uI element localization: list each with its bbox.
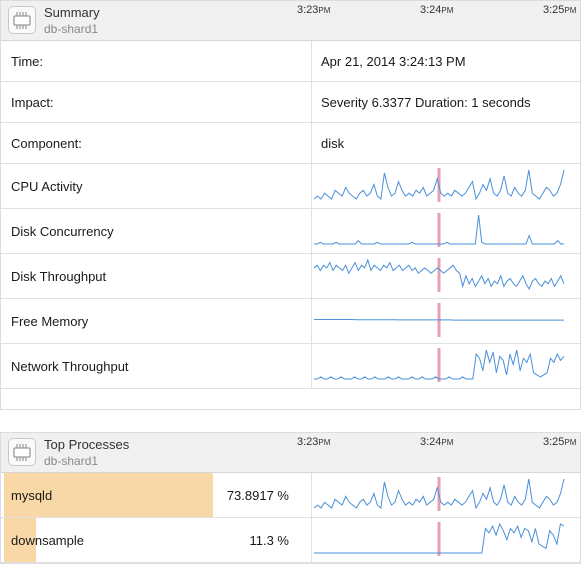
downsample-sparkline [314,522,565,556]
chip-icon [8,438,36,466]
process-percent: 73.8917 % [226,487,289,503]
series-line [313,169,565,201]
process-share-bar [4,473,213,517]
series-line [314,319,564,321]
summary-host: db-shard1 [44,22,99,36]
event-marker [437,258,441,292]
time-row: Time: Apr 21, 2014 3:24:13 PM [1,41,580,82]
time-tick: 3:25PM [543,4,577,16]
component-value: disk [321,135,345,151]
impact-value: Severity 6.3377 Duration: 1 seconds [321,94,531,110]
disk-throughput-sparkline [313,258,565,292]
processes-panel: Top Processes db-shard1 3:23PM 3:24PM 3:… [0,432,581,564]
time-tick: 3:24PM [420,4,454,16]
series-line [313,258,565,291]
metric-row-network: Network Throughput [1,344,580,389]
metric-row-cpu: CPU Activity [1,164,580,209]
series-line [314,214,564,245]
metric-label: CPU Activity [11,178,83,194]
component-row: Component: disk [1,123,580,164]
metric-label: Free Memory [11,313,89,329]
metric-row-disk-throughput: Disk Throughput [1,254,580,299]
process-share-bar [4,518,36,562]
summary-header: Summary db-shard1 3:23PM 3:24PM 3:25PM [1,1,580,41]
processes-header: Top Processes db-shard1 3:23PM 3:24PM 3:… [1,433,580,473]
event-marker [437,348,441,382]
event-marker [437,213,441,247]
cpu-activity-sparkline [313,168,565,202]
process-percent: 11.3 % [249,532,289,548]
metric-label: Disk Concurrency [11,223,114,239]
summary-panel: Summary db-shard1 3:23PM 3:24PM 3:25PM T… [0,0,581,410]
row-label: Time: [11,53,44,69]
time-value: Apr 21, 2014 3:24:13 PM [321,53,466,69]
disk-concurrency-sparkline [314,213,564,247]
series-line [314,349,565,380]
time-tick: 3:25PM [543,436,577,448]
summary-title: Summary [44,5,100,20]
time-tick: 3:23PM [297,4,331,16]
impact-row: Impact: Severity 6.3377 Duration: 1 seco… [1,82,580,123]
metric-row-disk-concurrency: Disk Concurrency [1,209,580,254]
process-row-mysqld[interactable]: mysqld 73.8917 % [1,473,580,518]
mysqld-sparkline [313,477,565,511]
free-memory-sparkline [314,303,564,337]
time-tick: 3:24PM [420,436,454,448]
series-line [313,478,565,510]
process-name: mysqld [11,487,53,503]
series-line [314,522,565,554]
row-label: Component: [11,135,82,151]
processes-title: Top Processes [44,437,130,452]
process-name: downsample [11,532,84,548]
event-marker [437,522,441,556]
process-row-downsample[interactable]: downsample 11.3 % [1,518,580,563]
row-label: Impact: [11,94,54,110]
time-tick: 3:23PM [297,436,331,448]
metric-label: Network Throughput [11,358,129,374]
processes-host: db-shard1 [44,454,99,468]
network-throughput-sparkline [314,348,565,382]
chip-icon [8,6,36,34]
metric-label: Disk Throughput [11,268,107,284]
metric-row-free-memory: Free Memory [1,299,580,344]
